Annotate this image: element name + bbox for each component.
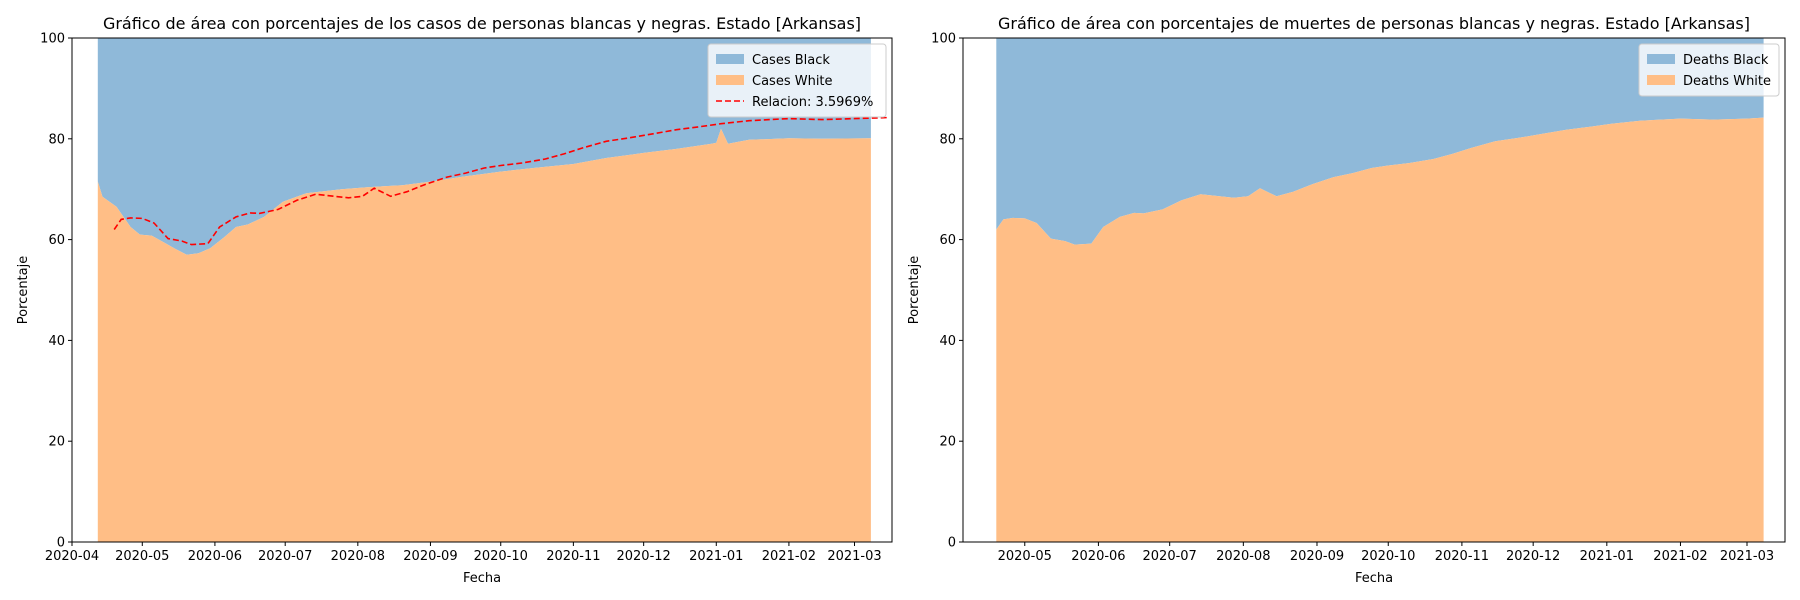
x-tick-label: 2020-06 — [188, 549, 242, 564]
legend: Cases Black Cases White Relacion: 3.5969% — [707, 43, 887, 118]
chart-2: 0 20 40 60 80 100 2020-05 2020-06 2020-07 2020-08… — [907, 14, 1786, 586]
legend-item-cases-white-label: Cases White — [752, 74, 833, 89]
ratio-line — [113, 116, 888, 246]
x-tick-label: 2020-09 — [403, 549, 457, 564]
chart-title: Gráfico de área con porcentajes de muert… — [998, 14, 1750, 33]
chart-1: 0 20 40 60 80 100 2020-04 2020-05 2020-06 2020-07… — [16, 14, 893, 586]
plot-frame — [71, 37, 893, 543]
y-tick-label: 40 — [939, 334, 956, 349]
legend-item-deaths-black-swatch — [1647, 54, 1675, 64]
x-tick-label: 2020-10 — [474, 549, 528, 564]
x-tick-label: 2021-02 — [1653, 549, 1707, 564]
x-tick-label: 2021-03 — [827, 549, 881, 564]
x-tick-label: 2020-07 — [1143, 549, 1197, 564]
y-tick-label: 40 — [48, 334, 65, 349]
y-tick-label: 20 — [939, 435, 956, 450]
y-axis-label: Porcentaje — [16, 256, 31, 324]
area-cases-white — [97, 128, 871, 542]
legend: Deaths Black Deaths White — [1638, 43, 1780, 97]
y-tick-label: 100 — [40, 32, 65, 47]
area-deaths-black — [996, 38, 1764, 245]
x-tick-label: 2021-02 — [762, 549, 816, 564]
x-tick-label: 2020-05 — [998, 549, 1052, 564]
legend-item-deaths-white-swatch — [1647, 75, 1675, 85]
x-tick-label: 2020-05 — [115, 549, 169, 564]
legend-item-deaths-black-label: Deaths Black — [1683, 53, 1769, 68]
y-tick-label: 0 — [948, 536, 956, 551]
x-tick-label: 2020-06 — [1071, 549, 1125, 564]
y-tick-label: 100 — [931, 32, 956, 47]
legend-item-ratio-label: Relacion: 3.5969% — [752, 95, 873, 110]
legend-item-deaths-white-label: Deaths White — [1683, 74, 1771, 89]
y-tick-label: 80 — [48, 132, 65, 147]
y-tick-label: 60 — [48, 233, 65, 248]
x-tick-label: 2020-11 — [546, 549, 600, 564]
area-deaths-white — [996, 117, 1764, 542]
x-tick-label: 2020-11 — [1435, 549, 1489, 564]
x-tick-label: 2020-10 — [1361, 549, 1415, 564]
x-axis-label: Fecha — [1355, 571, 1393, 586]
x-tick-label: 2020-07 — [258, 549, 312, 564]
legend-item-cases-white-swatch — [716, 75, 744, 85]
plot-frame — [962, 37, 1786, 543]
x-tick-label: 2021-01 — [1580, 549, 1634, 564]
y-tick-label: 60 — [939, 233, 956, 248]
x-tick-label: 2020-04 — [45, 549, 99, 564]
area-cases-black — [97, 38, 871, 255]
x-tick-label: 2020-09 — [1290, 549, 1344, 564]
x-tick-label: 2020-08 — [331, 549, 385, 564]
y-tick-label: 80 — [939, 132, 956, 147]
legend-box — [707, 43, 887, 118]
x-axis-label: Fecha — [463, 571, 501, 586]
legend-item-cases-black-label: Cases Black — [752, 53, 830, 68]
chart-title: Gráfico de área con porcentajes de los c… — [103, 14, 861, 33]
y-axis-label: Porcentaje — [907, 256, 922, 324]
x-tick-label: 2020-08 — [1216, 549, 1270, 564]
y-tick-label: 20 — [48, 435, 65, 450]
y-tick-label: 0 — [57, 536, 65, 551]
x-tick-label: 2021-01 — [689, 549, 743, 564]
x-tick-label: 2020-12 — [616, 549, 670, 564]
legend-item-cases-black-swatch — [716, 54, 744, 64]
x-tick-label: 2020-12 — [1506, 549, 1560, 564]
x-tick-label: 2021-03 — [1720, 549, 1774, 564]
